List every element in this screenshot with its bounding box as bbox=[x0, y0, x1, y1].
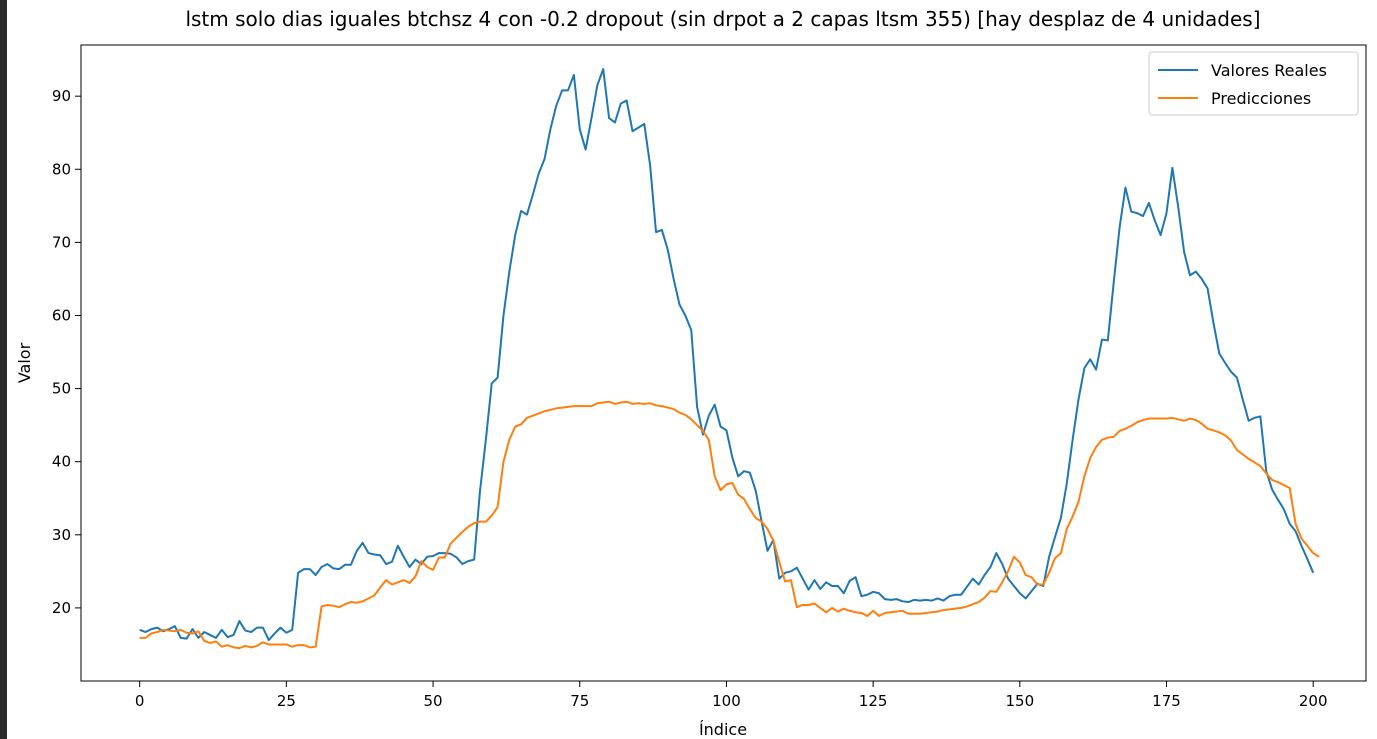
x-tick-label: 75 bbox=[570, 692, 589, 710]
y-tick-label: 70 bbox=[52, 233, 71, 251]
legend-label: Valores Reales bbox=[1211, 61, 1327, 80]
y-tick-label: 90 bbox=[52, 87, 71, 105]
series-line-1 bbox=[139, 400, 1320, 650]
window-left-edge bbox=[0, 0, 7, 739]
x-tick-label: 50 bbox=[424, 692, 443, 710]
y-axis-label: Valor bbox=[15, 342, 34, 383]
x-axis: 0 25 50 75 100 125 150 175 200 bbox=[135, 681, 1328, 710]
y-tick-label: 30 bbox=[52, 526, 71, 544]
x-tick-label: 25 bbox=[277, 692, 296, 710]
legend: Valores Reales Predicciones bbox=[1148, 51, 1359, 116]
y-tick-label: 60 bbox=[52, 306, 71, 324]
plot-area bbox=[80, 44, 1367, 682]
y-tick-label: 40 bbox=[52, 453, 71, 471]
x-tick-label: 200 bbox=[1299, 692, 1328, 710]
x-axis-label: Índice bbox=[699, 720, 747, 739]
x-tick-label: 125 bbox=[859, 692, 888, 710]
x-tick-label: 0 bbox=[135, 692, 145, 710]
series-lines bbox=[139, 68, 1320, 650]
x-tick-label: 175 bbox=[1152, 692, 1181, 710]
y-tick-label: 80 bbox=[52, 160, 71, 178]
x-tick-label: 150 bbox=[1005, 692, 1034, 710]
y-tick-label: 20 bbox=[52, 599, 71, 617]
y-axis: 20 30 40 50 60 70 80 90 bbox=[52, 87, 81, 617]
chart-title: lstm solo dias iguales btchsz 4 con -0.2… bbox=[185, 7, 1260, 31]
legend-box bbox=[1148, 51, 1359, 116]
y-tick-label: 50 bbox=[52, 380, 71, 398]
x-tick-label: 100 bbox=[712, 692, 741, 710]
series-line-0 bbox=[139, 68, 1315, 642]
legend-label: Predicciones bbox=[1211, 89, 1311, 108]
